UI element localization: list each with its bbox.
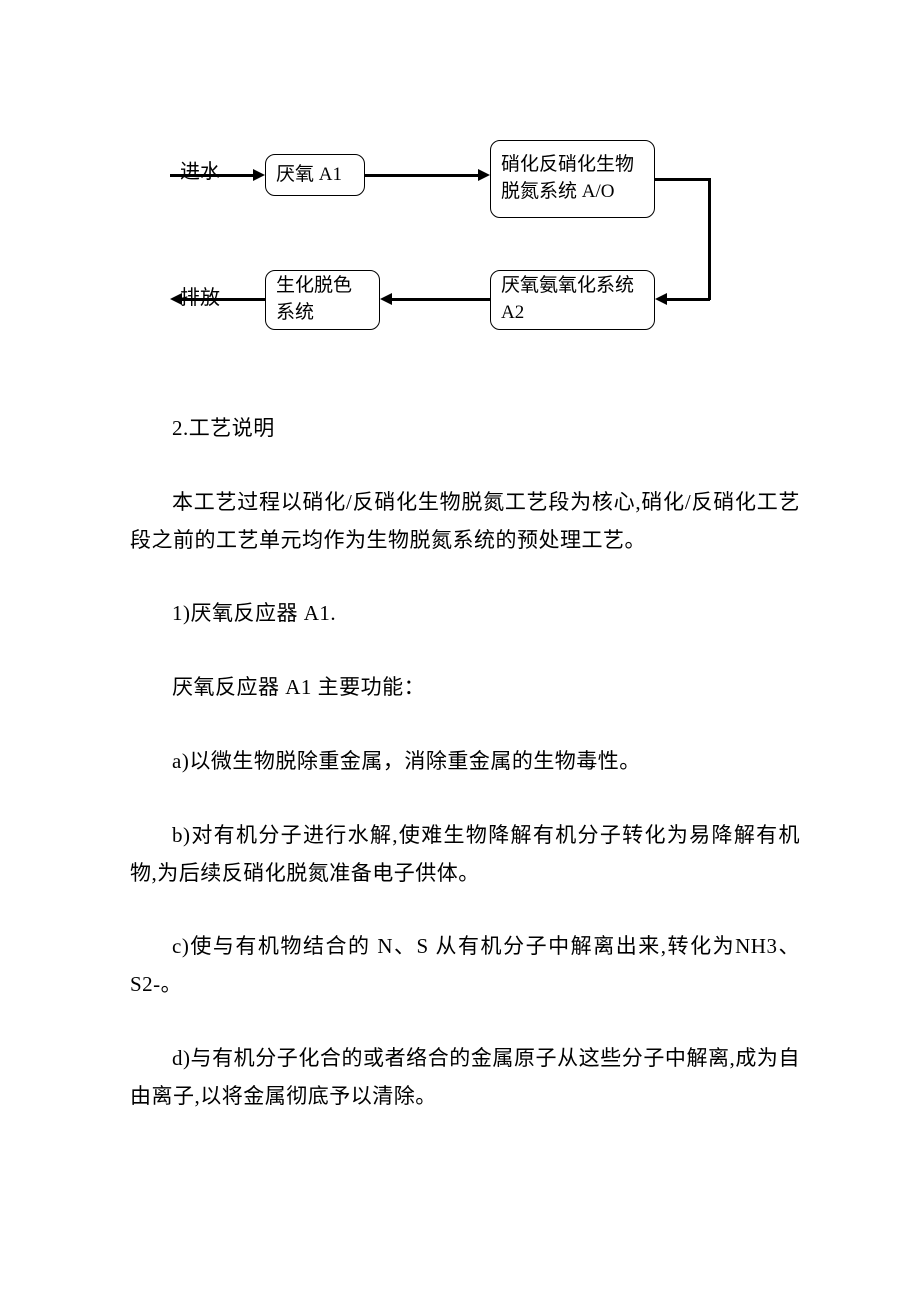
edge-decolor-outlet-head: [170, 293, 182, 305]
section-heading: 2.工艺说明: [130, 410, 800, 448]
node-a2: 厌氧氨氧化系统 A2: [490, 270, 655, 330]
edge-a2-decolor-head: [380, 293, 392, 305]
edge-a1-ao-head: [478, 169, 490, 181]
paragraph-c: c)使与有机物结合的 N、S 从有机分子中解离出来,转化为NH3、S2-。: [130, 928, 800, 1004]
edge-decolor-outlet: [182, 298, 265, 301]
edge-a1-ao: [365, 174, 480, 177]
paragraph-a: a)以微生物脱除重金属，消除重金属的生物毒性。: [130, 743, 800, 781]
edge-a2-decolor: [392, 298, 490, 301]
paragraph-intro: 本工艺过程以硝化/反硝化生物脱氮工艺段为核心,硝化/反硝化工艺段之前的工艺单元均…: [130, 484, 800, 560]
edge-inlet-a1-head: [253, 169, 265, 181]
node-a1: 厌氧 A1: [265, 154, 365, 196]
paragraph-b: b)对有机分子进行水解,使难生物降解有机分子转化为易降解有机物,为后续反硝化脱氮…: [130, 817, 800, 893]
inlet-label: 进水: [180, 162, 220, 182]
process-flowchart: 进水 排放 厌氧 A1 硝化反硝化生物脱氮系统 A/O 厌氧氨氧化系统 A2 生…: [160, 130, 760, 350]
document-content: 2.工艺说明 本工艺过程以硝化/反硝化生物脱氮工艺段为核心,硝化/反硝化工艺段之…: [130, 410, 800, 1116]
paragraph-item1: 1)厌氧反应器 A1.: [130, 595, 800, 633]
edge-ao-a2-h2: [667, 298, 710, 301]
node-decolor: 生化脱色系统: [265, 270, 380, 330]
edge-ao-a2-h1: [655, 178, 710, 181]
edge-inlet-a1: [170, 174, 255, 177]
paragraph-a1-func: 厌氧反应器 A1 主要功能：: [130, 669, 800, 707]
edge-ao-a2-head: [655, 293, 667, 305]
edge-ao-a2-v: [708, 178, 711, 300]
node-ao: 硝化反硝化生物脱氮系统 A/O: [490, 140, 655, 218]
paragraph-d: d)与有机分子化合的或者络合的金属原子从这些分子中解离,成为自由离子,以将金属彻…: [130, 1040, 800, 1116]
